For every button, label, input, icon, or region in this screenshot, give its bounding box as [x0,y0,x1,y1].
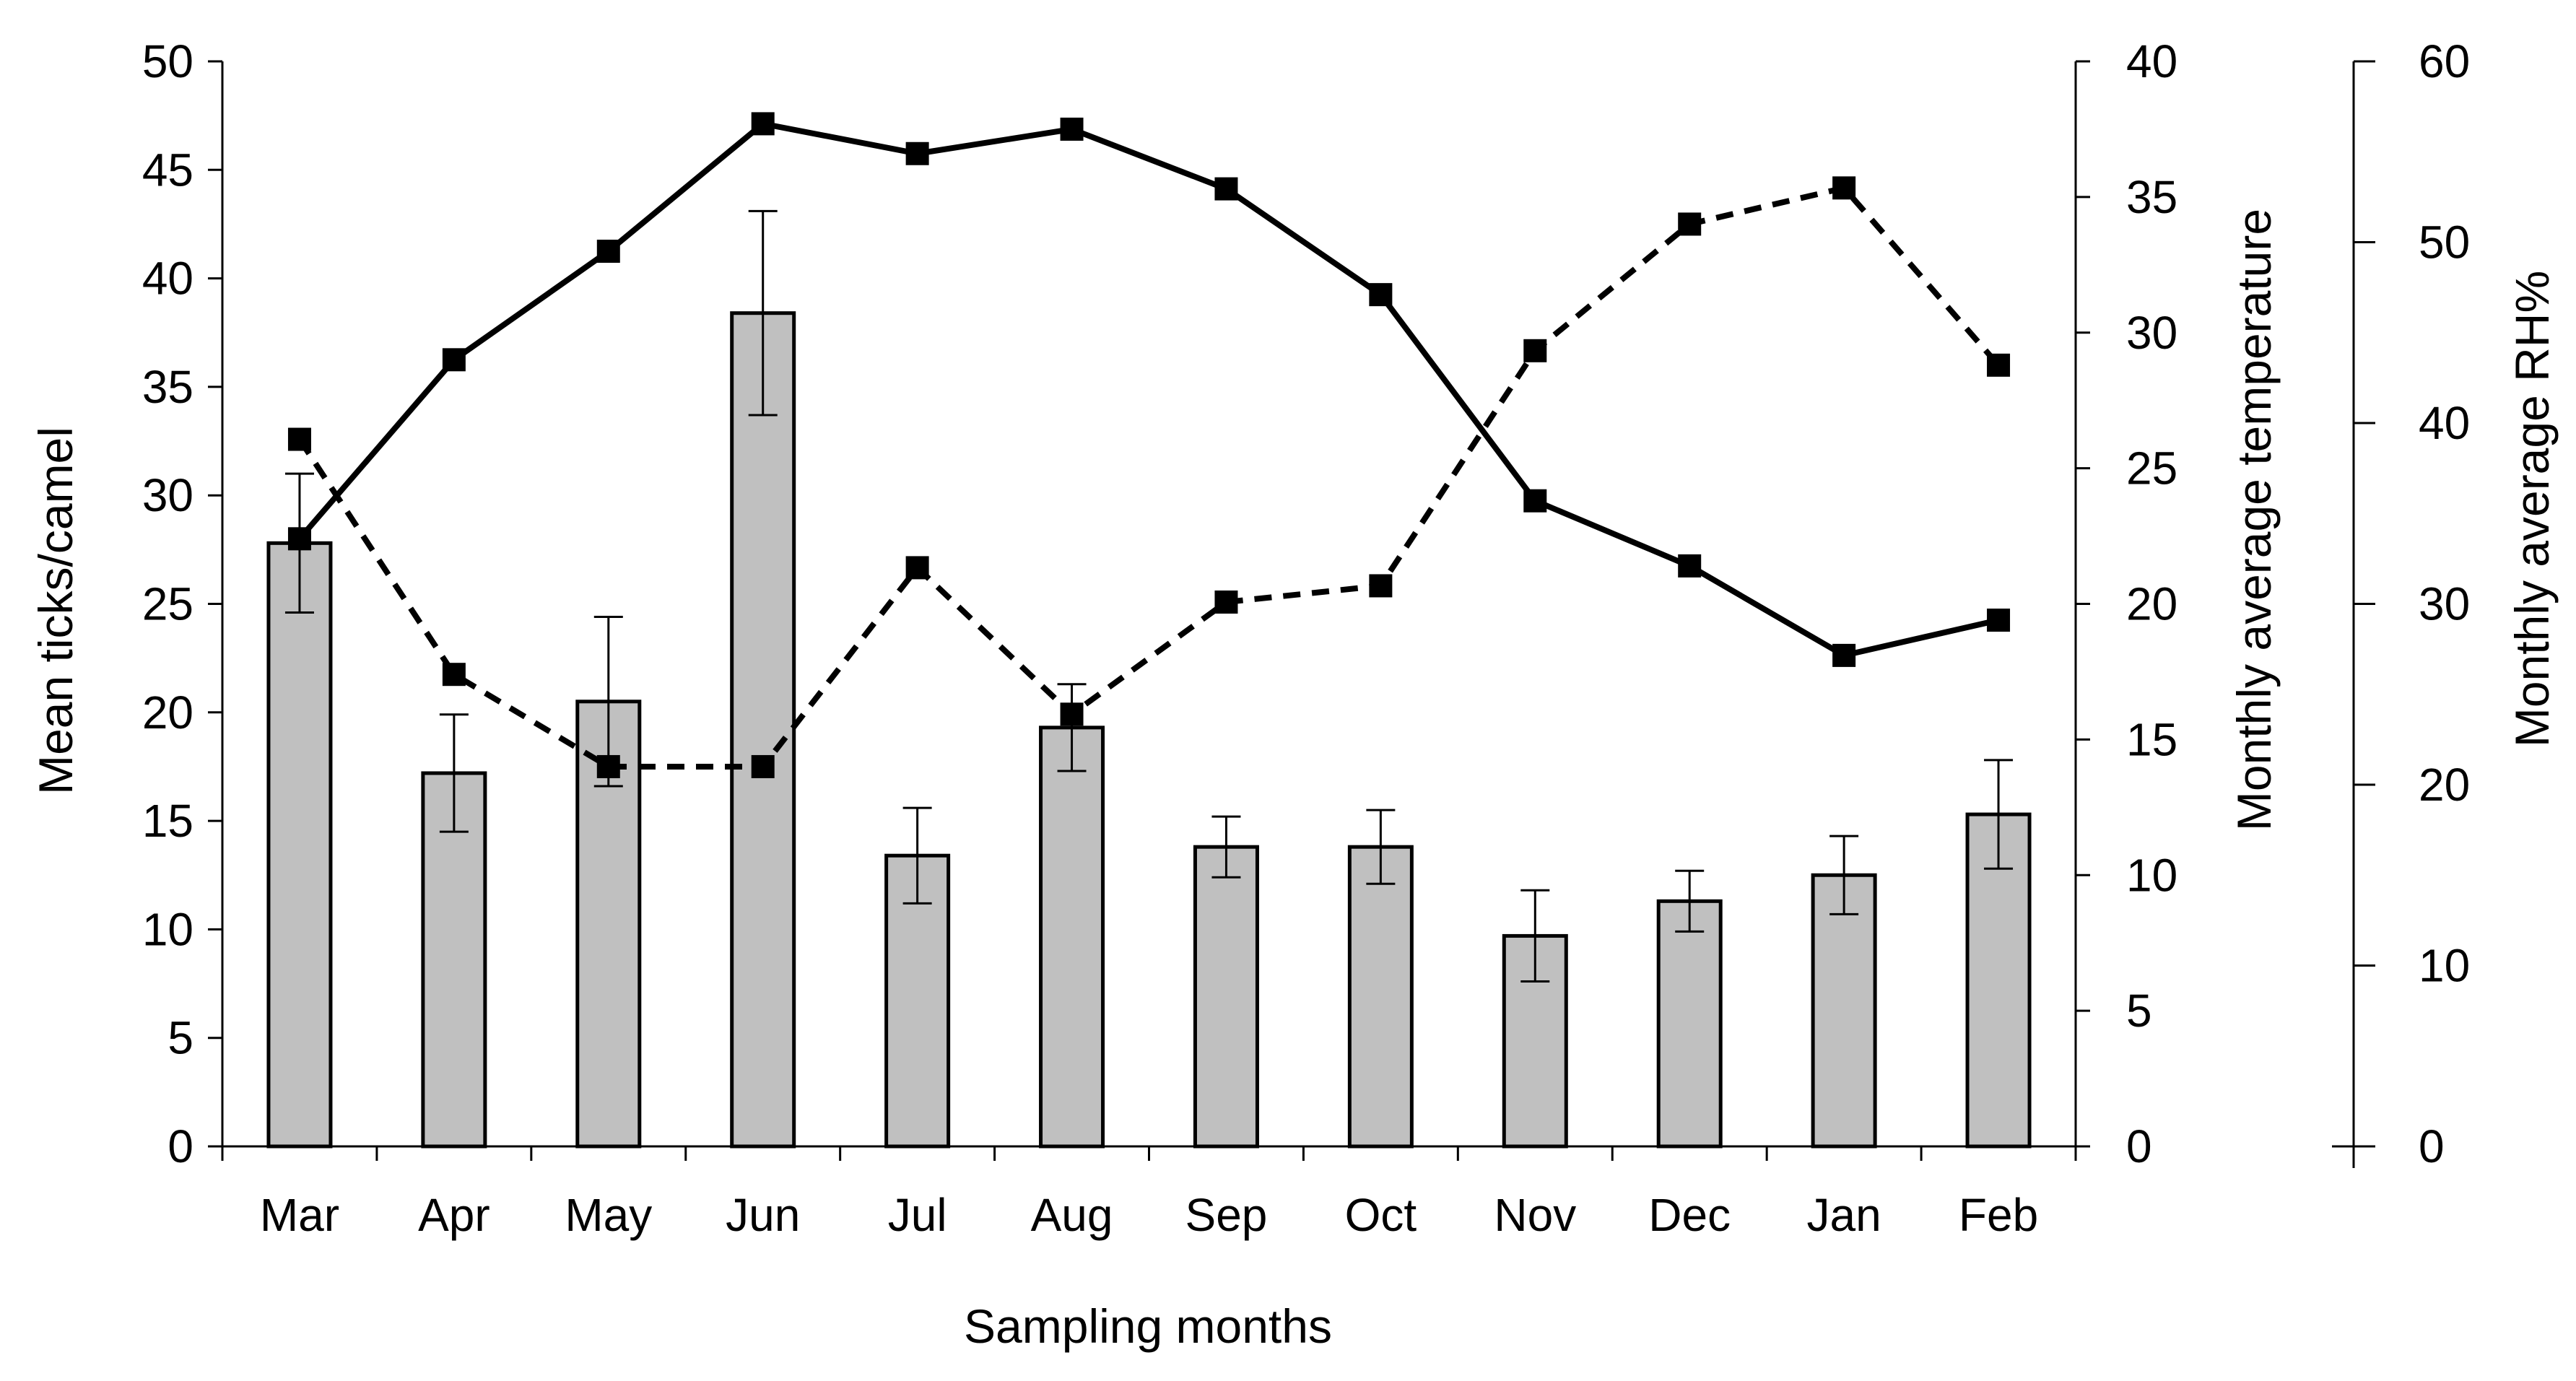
rh-line-marker [1369,574,1393,598]
x-tick-label: Jun [726,1189,800,1241]
rh-line-marker [751,754,775,778]
left-tick-label: 25 [142,578,193,630]
rh-line-marker [1523,339,1547,362]
left-tick-label: 0 [167,1120,193,1172]
rh-line-marker [1214,590,1238,614]
x-tick-label: Mar [260,1189,339,1241]
right1-tick-label: 40 [2126,35,2177,87]
left-tick-label: 50 [142,35,193,87]
left-tick-label: 20 [142,687,193,739]
temperature-line-marker [1060,117,1084,141]
x-tick-label: Jan [1807,1189,1881,1241]
x-tick-label: Nov [1494,1189,1576,1241]
left-tick-label: 40 [142,253,193,305]
rh-line-marker [1060,702,1084,726]
rh-line-marker [442,663,466,687]
bars-layer [266,209,2032,1149]
left-tick-label: 30 [142,469,193,521]
rh-line-marker [287,427,311,451]
lines-layer [287,112,2011,778]
temperature-line-marker [442,348,466,372]
right1-tick-label: 5 [2126,985,2152,1037]
right2-tick-label: 40 [2419,397,2470,449]
left-tick-label: 35 [142,361,193,413]
rh-line-marker [1832,176,1856,200]
x-tick-label: Feb [1959,1189,2038,1241]
temperature-line-marker [1678,554,1702,578]
x-tick-label: Apr [418,1189,490,1241]
bar [730,311,796,1149]
bar [421,771,487,1149]
right2-tick-label: 20 [2419,759,2470,811]
bar [1039,726,1105,1149]
right2-tick-label: 10 [2419,940,2470,992]
right2-axis-title: Monthly average RH% [2505,271,2559,747]
temperature-line-marker [1369,283,1393,307]
right1-tick-label: 0 [2126,1120,2152,1172]
temperature-line-marker [1214,177,1238,201]
x-axis-title: Sampling months [964,1299,1332,1353]
right1-tick-label: 35 [2126,171,2177,223]
temperature-line-marker [287,527,311,551]
temperature-line-marker [905,141,929,165]
x-tick-label: Aug [1031,1189,1113,1241]
right2-tick-label: 50 [2419,217,2470,269]
right1-tick-label: 20 [2126,578,2177,630]
rh-line-marker [905,556,929,580]
labels-layer: Mar Apr May Jun Jul Aug Sep Oct Nov Dec Jan Feb 0 5 10… [142,35,2470,1241]
x-tick-label: Sep [1185,1189,1268,1241]
left-tick-label: 15 [142,795,193,847]
temperature-line-marker [1523,489,1547,513]
temperature-line-marker [751,112,775,136]
bar [266,541,333,1149]
bar [1656,899,1723,1149]
right2-tick-label: 30 [2419,578,2470,630]
rh-line-marker [1987,353,2011,377]
bar [1193,845,1259,1149]
x-tick-label: Oct [1345,1189,1417,1241]
left-tick-label: 45 [142,144,193,196]
right1-tick-label: 25 [2126,443,2177,495]
x-tick-label: Dec [1648,1189,1731,1241]
right2-tick-label: 0 [2419,1120,2445,1172]
temperature-line [297,121,1999,658]
axes-layer [208,60,2375,1168]
bar [1811,873,1877,1149]
rh-line-marker [596,754,620,778]
right1-tick-label: 30 [2126,307,2177,359]
left-tick-label: 5 [167,1012,193,1064]
rh-line-marker [1678,212,1702,236]
right1-tick-label: 10 [2126,849,2177,901]
x-tick-label: Jul [888,1189,947,1241]
temperature-line-marker [1832,643,1856,667]
x-tick-label: May [565,1189,652,1241]
bar [1347,845,1414,1149]
right1-tick-label: 15 [2126,713,2177,765]
left-tick-label: 10 [142,903,193,955]
left-axis-title: Mean ticks/camel [29,427,82,795]
temperature-line-marker [596,240,620,263]
temperature-line-marker [1987,609,2011,632]
right2-tick-label: 60 [2419,35,2470,87]
right1-axis-title: Monthly average temperature [2227,209,2281,831]
rh-line [297,184,2001,770]
